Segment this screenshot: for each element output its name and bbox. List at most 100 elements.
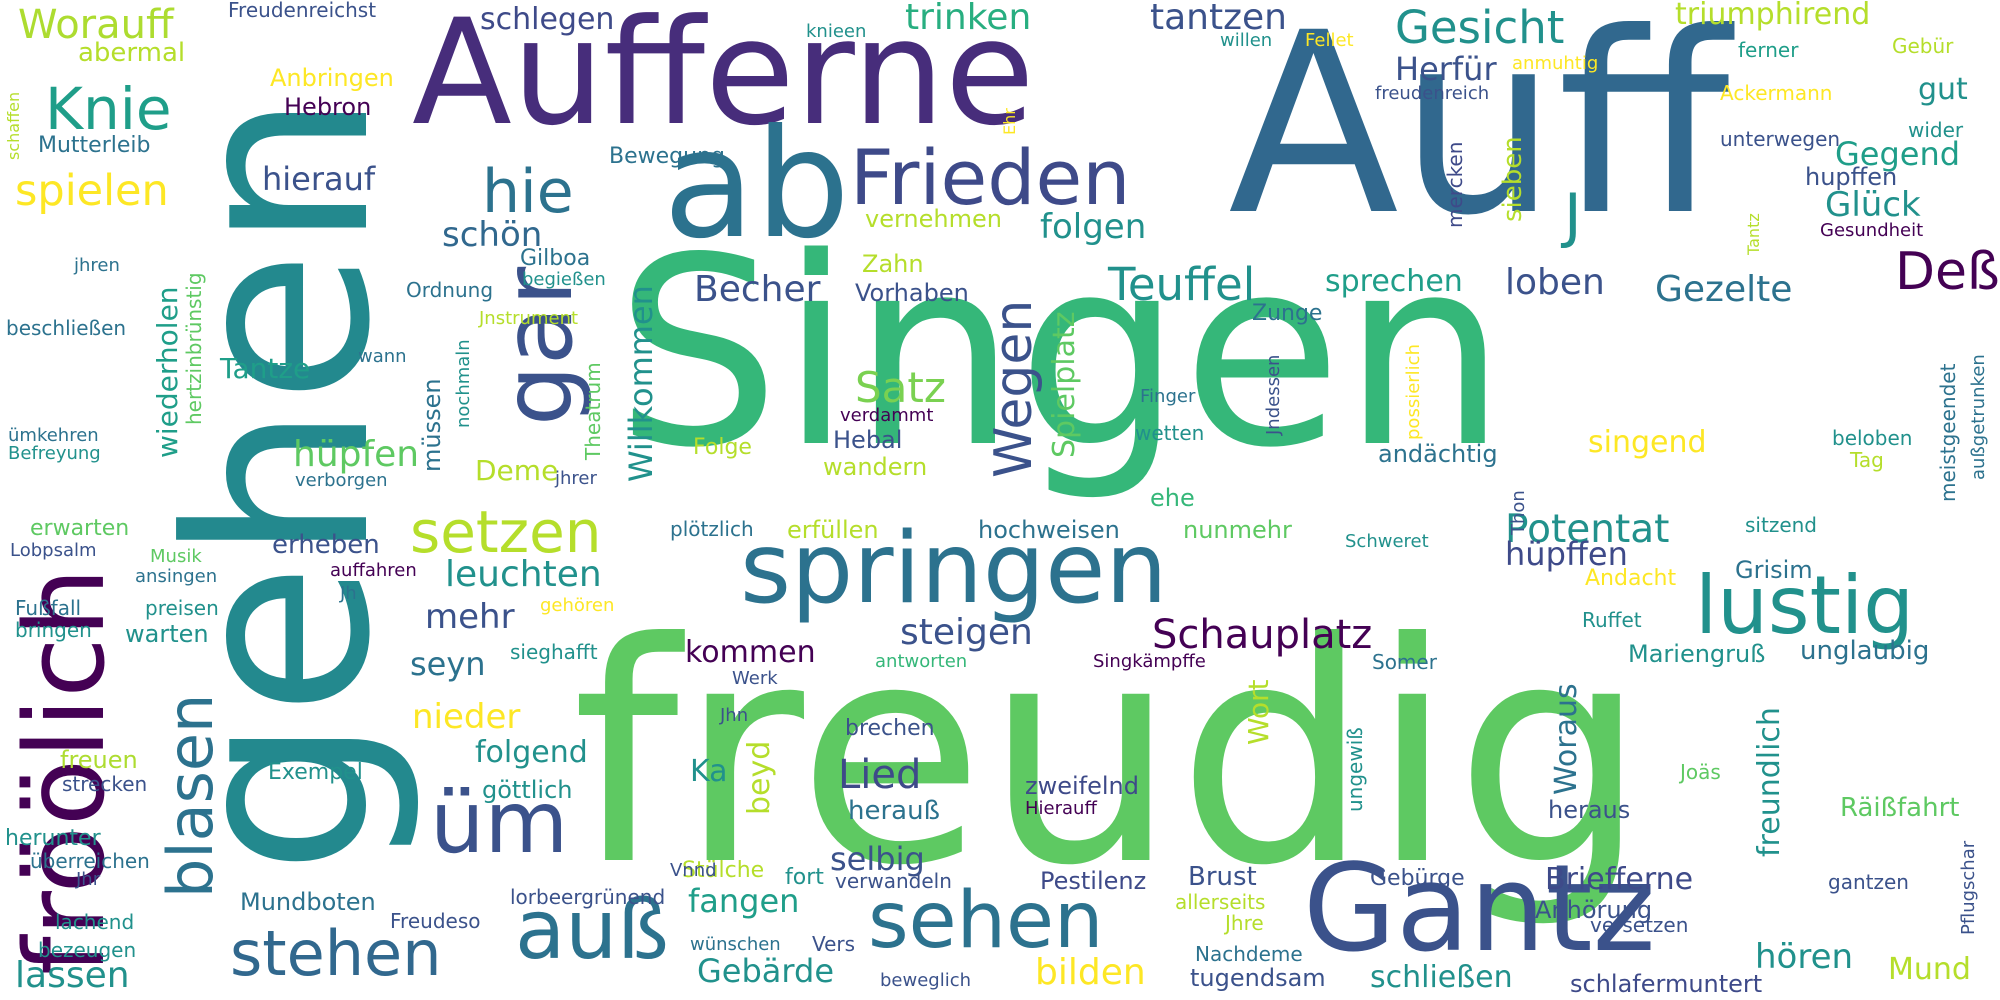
- word-verdammt: verdammt: [840, 405, 934, 426]
- word-singkaempffe: Singkämpffe: [1093, 651, 1206, 672]
- word-beweglich: beweglich: [880, 970, 972, 991]
- word-ehr: Ehr: [1000, 108, 1019, 135]
- word-willen: willen: [1220, 30, 1273, 51]
- word-seyn: seyn: [410, 645, 486, 683]
- word-versetzen: versetzen: [1590, 913, 1689, 937]
- word-gut: gut: [1918, 72, 1968, 107]
- word-wandern: wandern: [823, 453, 928, 481]
- word-lorbeergruenend: lorbeergrünend: [510, 885, 666, 909]
- word-preisen: preisen: [145, 596, 219, 620]
- word-hertzinbruenstig: hertzinbrünstig: [182, 272, 206, 425]
- word-lachend: lachend: [55, 910, 135, 934]
- word-sprechen: sprechen: [1325, 264, 1463, 299]
- word-bezeugen: bezeugen: [38, 938, 137, 962]
- word-gezelte: Gezelte: [1655, 269, 1793, 310]
- word-schlafermuntert: schlafermuntert: [1570, 970, 1763, 998]
- word-fellet: Fellet: [1305, 30, 1354, 51]
- word-begiessen: begießen: [522, 269, 606, 290]
- word-auffahren: auffahren: [330, 560, 417, 581]
- word-auff: Auff: [1228, 0, 1730, 270]
- word-freudig: freudig: [572, 578, 1648, 932]
- word-steigen: steigen: [900, 612, 1033, 653]
- word-bilden: bilden: [1035, 952, 1146, 993]
- word-somer: Somer: [1372, 650, 1437, 674]
- word-gebuerge: Gebürge: [1370, 866, 1465, 891]
- word-knieen: knieen: [806, 21, 867, 42]
- word-ruffet: Ruffet: [1582, 608, 1642, 632]
- word-gebuer: Gebür: [1892, 34, 1954, 58]
- word-briefferne: Briefferne: [1545, 862, 1694, 897]
- word-frieden: Frieden: [850, 133, 1131, 222]
- word-grisim: Grisim: [1735, 556, 1813, 584]
- word-abermal: abermal: [78, 38, 186, 68]
- word-wann: wann: [358, 346, 407, 367]
- word-brust: Brust: [1188, 862, 1257, 892]
- word-ueberreichen: überreichen: [30, 849, 150, 873]
- word-ehe: ehe: [1150, 484, 1195, 512]
- word-woraus: Woraus: [1549, 683, 1584, 795]
- word-vnnd: Vnnd: [670, 860, 717, 881]
- word-nieder: nieder: [412, 697, 521, 737]
- word-zweifelnd: zweifelnd: [1025, 772, 1139, 800]
- word-gantz: Gantz: [1303, 840, 1656, 979]
- word-fussfall: Fußfall: [15, 596, 82, 620]
- word-schaffen: schaffen: [4, 91, 23, 160]
- word-jhre: Jhre: [1225, 911, 1264, 935]
- word-nachdeme: Nachdeme: [1195, 942, 1303, 966]
- word-freuen: freuen: [60, 746, 138, 774]
- word-schlegen: schlegen: [480, 2, 615, 37]
- word-vorhaben: Vorhaben: [855, 279, 969, 307]
- word-schweret: Schweret: [1345, 531, 1429, 552]
- word-zahn: Zahn: [862, 250, 924, 278]
- word-wuenschen: wünschen: [690, 934, 781, 955]
- word-trinken: trinken: [905, 0, 1032, 38]
- word-brechen: brechen: [845, 716, 935, 741]
- word-jhr: Jhr: [76, 869, 101, 890]
- word-wetten: wetten: [1135, 421, 1205, 445]
- word-anhoerung: Anhörung: [1535, 896, 1653, 924]
- word-fort: fort: [785, 865, 824, 890]
- word-knie: Knie: [45, 75, 172, 143]
- word-mutterleib: Mutterleib: [38, 133, 151, 158]
- word-tantze: Tantze: [220, 352, 311, 385]
- word-sitzend: sitzend: [1745, 513, 1817, 537]
- word-pflugschar: Pflugschar: [1958, 840, 1979, 935]
- word-gesundheit: Gesundheit: [1820, 220, 1924, 241]
- word-schoen: schön: [442, 215, 543, 255]
- word-lied: Lied: [838, 752, 922, 798]
- word-tantzen: tantzen: [1150, 0, 1287, 38]
- word-schauplatz: Schauplatz: [1152, 612, 1373, 658]
- word-heraus-s: herauß: [848, 796, 940, 826]
- word-schliessen: schließen: [1370, 960, 1513, 995]
- word-tugendsam: tugendsam: [1190, 964, 1326, 992]
- word-hebal: Hebal: [833, 426, 903, 454]
- word-tag: Tag: [1850, 448, 1884, 472]
- word-erfuellen: erfüllen: [787, 516, 879, 544]
- word-sehen: sehen: [868, 876, 1104, 966]
- word-lassen: lassen: [15, 955, 130, 996]
- word-beloben: beloben: [1832, 426, 1913, 450]
- word-beschliessen: beschließen: [6, 316, 127, 340]
- word-lustig: lustig: [1695, 559, 1914, 652]
- word-j: J: [1564, 181, 1582, 251]
- word-herfuer: Herfür: [1395, 50, 1497, 88]
- word-nunmehr: nunmehr: [1183, 516, 1292, 544]
- word-auss: auß: [515, 883, 669, 978]
- word-gegend: Gegend: [1835, 135, 1961, 173]
- word-gar: gar: [482, 266, 594, 426]
- word-gilboa: Gilboa: [520, 246, 591, 271]
- word-fangen: fangen: [688, 882, 800, 920]
- word-teuffel: Teuffel: [1108, 258, 1256, 311]
- word-triumphirend: triumphirend: [1675, 0, 1871, 32]
- word-andaechtig: andächtig: [1378, 440, 1498, 468]
- word-kommen: kommen: [685, 635, 816, 670]
- word-allerseits: allerseits: [1175, 890, 1266, 914]
- word-lobpsalm: Lobpsalm: [10, 540, 97, 561]
- word-springen: springen: [740, 512, 1168, 626]
- word-unglaubig: unglaubig: [1800, 636, 1930, 666]
- word-deme: Deme: [475, 454, 559, 487]
- word-hoeren: hören: [1755, 937, 1854, 977]
- word-herunter: herunter: [5, 826, 101, 851]
- word-ungewiss: ungewiß: [1343, 727, 1367, 812]
- word-possierlich: possierlich: [1403, 344, 1424, 440]
